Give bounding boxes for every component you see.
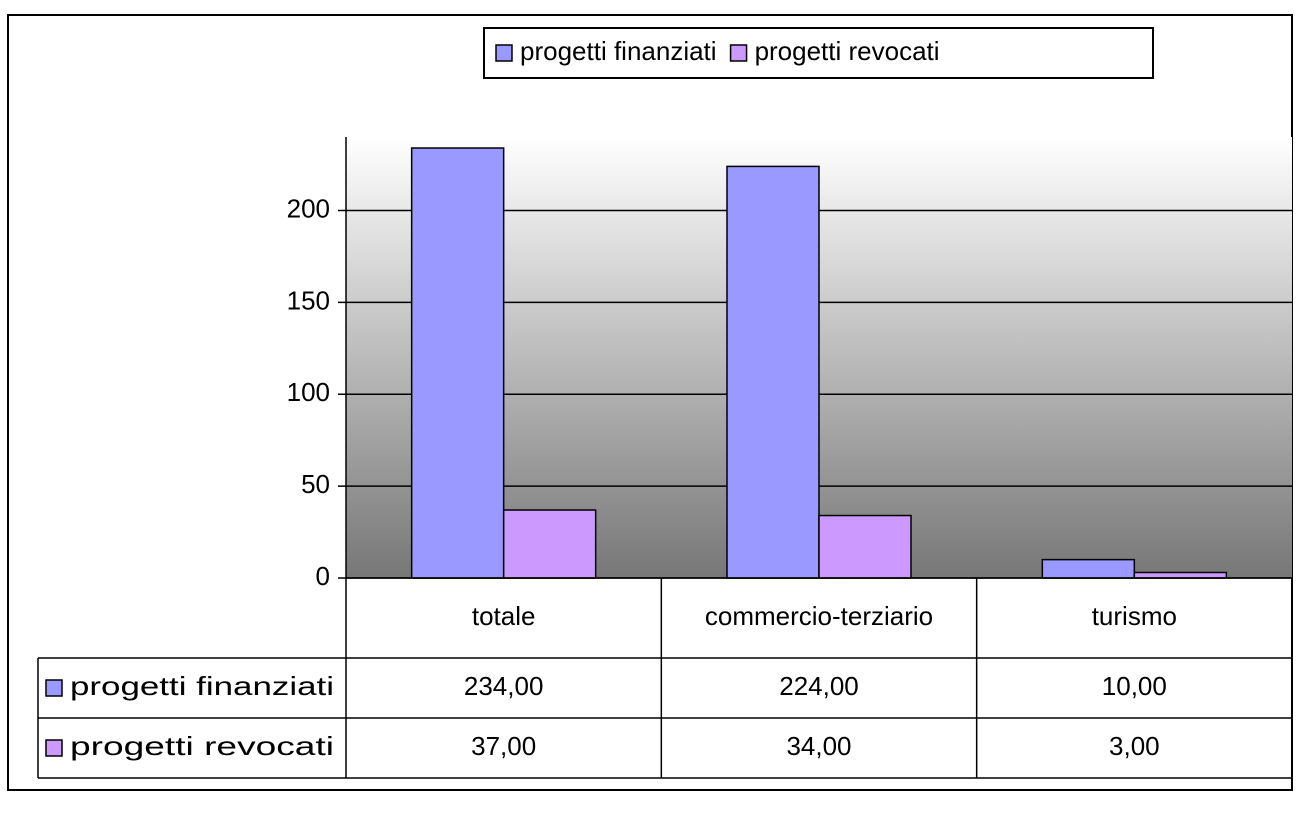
bar — [1041, 558, 1136, 579]
table-cell: 37,00 — [471, 731, 536, 761]
y-tick-label: 150 — [287, 285, 330, 315]
legend-key — [45, 679, 63, 697]
table-cell: 10,00 — [1102, 671, 1167, 701]
table-cell: 234,00 — [464, 671, 544, 701]
legend-key — [495, 44, 513, 62]
y-tick-label: 0 — [316, 561, 330, 591]
legend-key — [45, 739, 63, 757]
bar — [818, 514, 912, 579]
y-tick-label: 100 — [287, 377, 330, 407]
table-row-label: progetti finanziati — [70, 671, 334, 701]
legend-box — [483, 27, 1154, 79]
table-cell: 224,00 — [779, 671, 859, 701]
y-tick-label: 200 — [287, 193, 330, 223]
legend-label: progetti revocati — [755, 36, 940, 66]
bar — [410, 147, 505, 579]
legend-label: progetti finanziati — [520, 36, 717, 66]
x-tick-label: totale — [472, 601, 536, 631]
x-tick-label: commercio-terziario — [705, 601, 933, 631]
legend-key — [729, 44, 748, 62]
table-cell: 34,00 — [786, 731, 851, 761]
bar — [502, 509, 597, 579]
table-cell: 3,00 — [1109, 731, 1160, 761]
x-tick-label: turismo — [1092, 601, 1177, 631]
table-row-label: progetti revocati — [70, 731, 334, 761]
bar — [1133, 571, 1228, 579]
bar — [726, 165, 820, 579]
y-tick-label: 50 — [301, 469, 330, 499]
